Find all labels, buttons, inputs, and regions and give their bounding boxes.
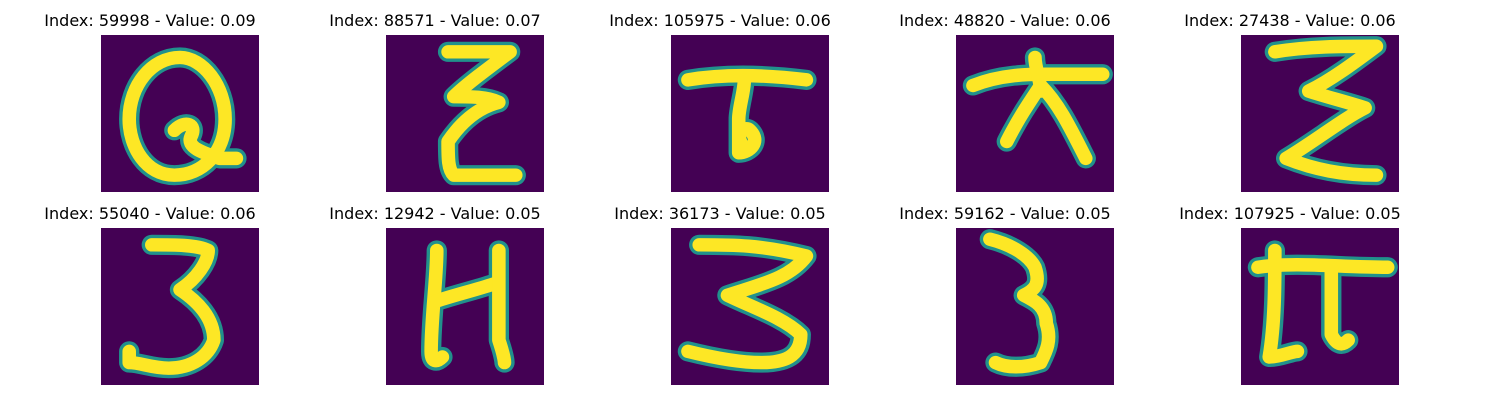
subplot-4: Index: 48820 - Value: 0.06 (855, 0, 1155, 193)
digit-image (956, 228, 1114, 385)
glyph-stroke (983, 232, 1056, 374)
subplot-10: Index: 107925 - Value: 0.05 (1140, 193, 1440, 386)
digit-image (101, 35, 259, 192)
subplot-2: Index: 88571 - Value: 0.07 (285, 0, 585, 193)
glyph-stroke (681, 238, 814, 370)
digit-image (1241, 228, 1399, 385)
digit-image (101, 228, 259, 385)
subplot-title: Index: 88571 - Value: 0.07 (329, 11, 541, 30)
glyph-stroke (1324, 260, 1355, 351)
glyph-T (677, 65, 817, 163)
digit-image (386, 228, 544, 385)
glyph-ζ (677, 234, 817, 373)
glyph-И (420, 240, 515, 373)
glyph-stroke (122, 238, 221, 375)
glyph-stroke (122, 50, 232, 182)
glyph-ㅈ (962, 47, 1113, 169)
subplot-8: Index: 36173 - Value: 0.05 (570, 193, 870, 386)
digit-image (956, 35, 1114, 192)
glyph-stroke (167, 117, 244, 166)
glyph-stroke (424, 243, 450, 368)
glyph-Q (119, 47, 247, 186)
glyph-3 (119, 234, 225, 379)
digit-image (1241, 35, 1399, 192)
glyph-stroke (441, 45, 523, 182)
glyph-stroke (731, 73, 762, 160)
subplot-title: Index: 55040 - Value: 0.06 (44, 204, 256, 223)
glyph-3 (979, 229, 1059, 377)
subplot-title: Index: 107925 - Value: 0.05 (1179, 204, 1401, 223)
glyph-stroke (492, 243, 512, 370)
glyph-stroke (1033, 78, 1093, 166)
glyph-π (1247, 240, 1398, 368)
subplot-title: Index: 105975 - Value: 0.06 (609, 11, 831, 30)
subplot-title: Index: 59162 - Value: 0.05 (899, 204, 1111, 223)
subplot-title: Index: 59998 - Value: 0.09 (44, 11, 256, 30)
subplot-3: Index: 105975 - Value: 0.06 (570, 0, 870, 193)
glyph-stroke (966, 67, 1110, 93)
subplot-9: Index: 59162 - Value: 0.05 (855, 193, 1155, 386)
digit-image (671, 228, 829, 385)
subplot-1: Index: 59998 - Value: 0.09 (0, 0, 300, 193)
glyph-stroke (1268, 39, 1384, 182)
subplot-title: Index: 12942 - Value: 0.05 (329, 204, 541, 223)
image-background (671, 35, 829, 192)
glyph-stroke (1262, 243, 1305, 364)
subplot-6: Index: 55040 - Value: 0.06 (0, 193, 300, 386)
image-background (386, 228, 544, 385)
digit-image (386, 35, 544, 192)
subplot-title: Index: 48820 - Value: 0.06 (899, 11, 1111, 30)
subplot-5: Index: 27438 - Value: 0.06 (1140, 0, 1440, 193)
glyph-stroke (430, 277, 500, 308)
digit-image (671, 35, 829, 192)
glyph-Σ (1264, 36, 1387, 186)
subplot-7: Index: 12942 - Value: 0.05 (285, 193, 585, 386)
glyph-Ξ (437, 41, 526, 186)
subplot-title: Index: 27438 - Value: 0.06 (1184, 11, 1396, 30)
subplot-title: Index: 36173 - Value: 0.05 (614, 204, 826, 223)
